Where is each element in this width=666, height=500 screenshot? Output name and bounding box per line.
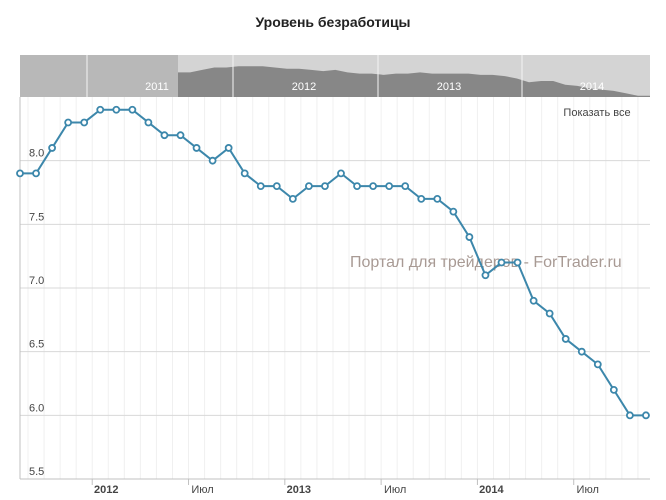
data-point[interactable] [321, 182, 329, 191]
y-tick-label: 6.5 [29, 339, 44, 351]
data-point[interactable] [401, 182, 410, 191]
x-tick-label: 2014 [479, 484, 504, 496]
data-point[interactable] [561, 335, 570, 343]
data-point[interactable] [593, 360, 602, 369]
chart-title: Уровень безработицы [255, 14, 410, 30]
data-point[interactable] [304, 182, 313, 191]
data-point[interactable] [240, 169, 249, 178]
y-tick-label: 5.5 [29, 466, 44, 478]
data-point[interactable] [369, 182, 378, 191]
data-point[interactable] [288, 194, 297, 203]
x-tick-label: Июл [384, 484, 406, 496]
y-tick-label: 7.0 [29, 275, 44, 287]
data-point[interactable] [32, 169, 40, 178]
data-point[interactable] [609, 385, 618, 394]
data-point[interactable] [256, 182, 265, 191]
navigator-year-label: 2014 [580, 81, 604, 93]
data-point[interactable] [176, 131, 185, 140]
watermark: Портал для трейдеров - ForTrader.ru [350, 254, 622, 271]
data-point[interactable] [353, 182, 361, 191]
data-point[interactable] [16, 169, 24, 178]
navigator-series-area [178, 66, 650, 97]
data-point[interactable] [449, 207, 458, 216]
data-point[interactable] [192, 144, 201, 152]
data-point[interactable] [642, 411, 650, 420]
data-point[interactable] [80, 118, 89, 127]
data-point[interactable] [529, 296, 538, 305]
data-point[interactable] [144, 118, 153, 127]
data-point[interactable] [224, 144, 233, 152]
data-point[interactable] [160, 131, 169, 140]
data-point[interactable] [272, 182, 281, 191]
data-point[interactable] [513, 258, 522, 267]
x-tick-label: 2013 [287, 484, 311, 496]
data-point[interactable] [48, 144, 56, 152]
data-point[interactable] [128, 105, 137, 114]
data-point[interactable] [417, 194, 426, 203]
x-tick-label: 2012 [94, 484, 118, 496]
data-point[interactable] [96, 105, 105, 114]
navigator-year-label: 2011 [145, 81, 169, 93]
data-point[interactable] [465, 233, 474, 241]
navigator-mask-left[interactable] [20, 55, 178, 97]
data-point[interactable] [433, 194, 442, 203]
x-tick-label: Июл [577, 484, 599, 496]
data-point[interactable] [64, 118, 73, 127]
data-point[interactable] [497, 258, 506, 267]
data-point[interactable] [208, 156, 217, 165]
navigator-year-label: 2013 [437, 81, 461, 93]
show-all-button[interactable]: Показать все [563, 107, 630, 119]
data-point[interactable] [385, 182, 394, 191]
data-point[interactable] [577, 347, 586, 356]
y-tick-label: 7.5 [29, 211, 44, 223]
x-tick-label: Июл [191, 484, 213, 496]
data-point[interactable] [626, 411, 634, 420]
series-line [20, 108, 646, 417]
data-point[interactable] [337, 169, 345, 178]
data-point[interactable] [545, 309, 554, 318]
y-tick-label: 6.0 [29, 402, 44, 414]
data-point[interactable] [481, 271, 490, 280]
data-point[interactable] [112, 105, 121, 114]
navigator-year-label: 2012 [292, 81, 316, 93]
y-tick-label: 8.0 [29, 148, 44, 160]
